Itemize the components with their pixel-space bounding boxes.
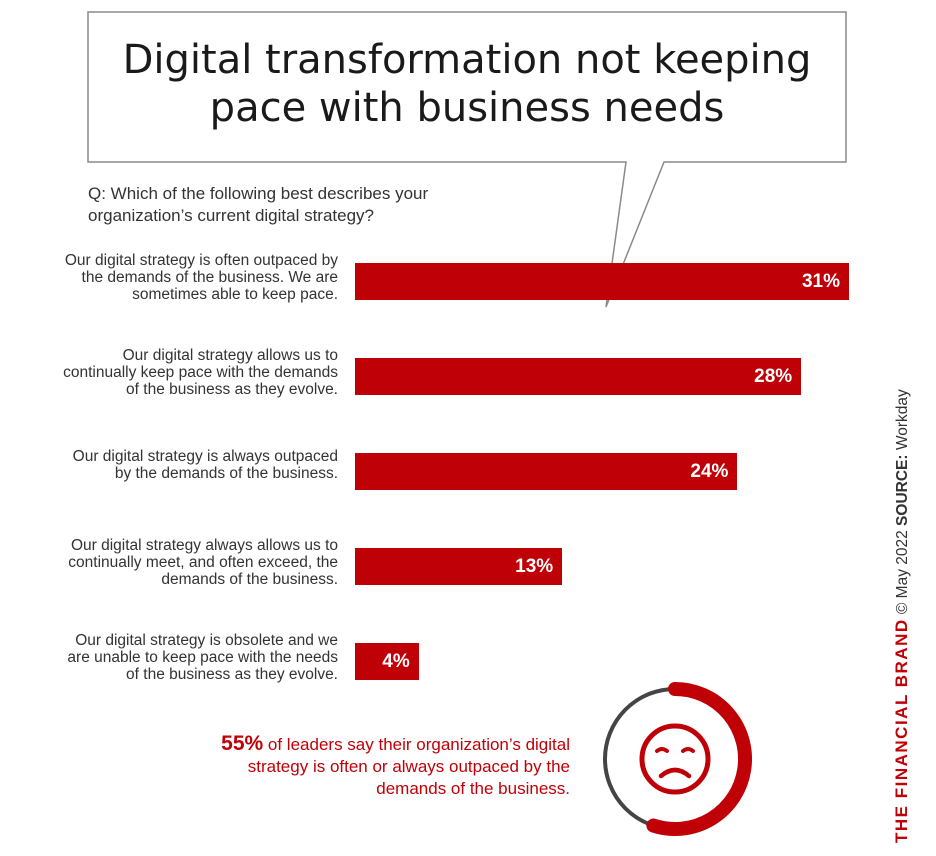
source-label: SOURCE: [894,454,911,526]
bar-value-label: 24% [690,461,729,482]
callout-percent: 55% [221,732,264,755]
bar-value-label: 13% [515,556,554,577]
donut-gauge [603,682,752,836]
bar: 24% [355,453,738,490]
bar-value-label: 4% [382,651,410,672]
bar-label: Our digital strategy always allows us to… [68,537,338,588]
sad-face-icon [639,723,711,795]
brand-name: THE FINANCIAL BRAND [892,618,911,843]
donut-arc [646,682,752,836]
bar: 4% [355,643,419,680]
bar-label: Our digital strategy is always outpaced … [72,448,338,482]
callout-text: 55% of leaders say their organization’s … [190,733,570,800]
survey-question: Q: Which of the following best describes… [88,184,429,225]
source-credit: THE FINANCIAL BRAND © May 2022 SOURCE: W… [892,389,913,843]
bar: 28% [355,358,802,395]
title-speech-bubble [87,11,847,308]
callout-description: of leaders say their organization’s digi… [247,735,570,798]
source-name: Workday [894,389,911,451]
credit-date: © May 2022 [894,530,911,615]
bar: 31% [355,263,849,300]
bar-label: Our digital strategy allows us to contin… [63,347,338,398]
bar-label: Our digital strategy is obsolete and we … [67,632,338,683]
bar-label: Our digital strategy is often outpaced b… [64,252,338,303]
bar: 13% [355,548,563,585]
page-title: Digital transformation not keeping pace … [122,37,812,131]
bar-value-label: 28% [754,366,793,387]
bar-value-label: 31% [801,271,840,292]
